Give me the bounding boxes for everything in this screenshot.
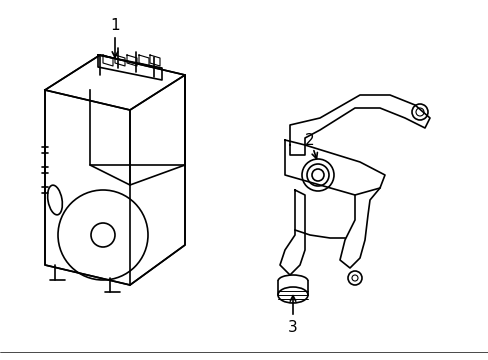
Text: 1: 1 xyxy=(110,18,120,32)
Text: 2: 2 xyxy=(305,132,314,148)
Text: 3: 3 xyxy=(287,320,297,334)
